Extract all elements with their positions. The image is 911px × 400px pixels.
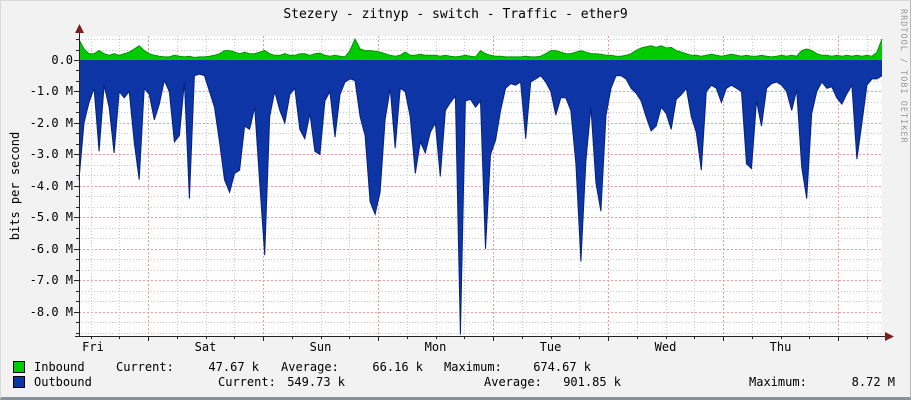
outbound-current-label: Current: [218, 375, 276, 389]
x-day-label: Fri [82, 340, 104, 354]
outbound-label: Outbound [34, 375, 92, 389]
outbound-average-label: Average: [484, 375, 542, 389]
x-day-label: Mon [424, 340, 447, 354]
y-tick-label: -2.0 M [29, 115, 73, 130]
inbound-average-label: Average: [281, 360, 339, 374]
outbound-maximum-label: Maximum: [749, 375, 807, 389]
x-day-label: Wed [654, 340, 677, 354]
y-tick-label: -4.0 M [29, 178, 73, 193]
outbound-swatch [13, 376, 25, 388]
inbound-label: Inbound [34, 360, 85, 374]
inbound-swatch [13, 361, 25, 373]
inbound-maximum-value: 674.67 k [533, 360, 591, 374]
x-day-label: Sun [309, 340, 332, 354]
outbound-maximum-value: 8.72 M [851, 375, 895, 389]
y-tick-label: -8.0 M [29, 304, 73, 319]
inbound-current-label: Current: [116, 360, 174, 374]
y-tick-label: -5.0 M [29, 210, 73, 225]
inbound-average-value: 66.16 k [372, 360, 423, 374]
x-day-label: Thu [769, 340, 792, 354]
inbound-current-value: 47.67 k [208, 360, 259, 374]
outbound-current-value: 549.73 k [287, 375, 345, 389]
y-tick-label: -1.0 M [29, 84, 73, 99]
graph-title: Stezery - zitnyp - switch - Traffic - et… [283, 7, 628, 22]
x-day-label: Tue [539, 340, 562, 354]
outbound-average-value: 901.85 k [563, 375, 621, 389]
y-tick-label: 0.0 [51, 53, 73, 67]
x-day-label: Sat [194, 340, 217, 354]
y-tick-label: -3.0 M [29, 147, 73, 162]
y-tick-label: -7.0 M [29, 273, 73, 288]
rrdtool-watermark: RRDTOOL / TOBI OETIKER [898, 9, 908, 144]
y-tick-label: -6.0 M [29, 241, 73, 256]
inbound-maximum-label: Maximum: [444, 360, 502, 374]
